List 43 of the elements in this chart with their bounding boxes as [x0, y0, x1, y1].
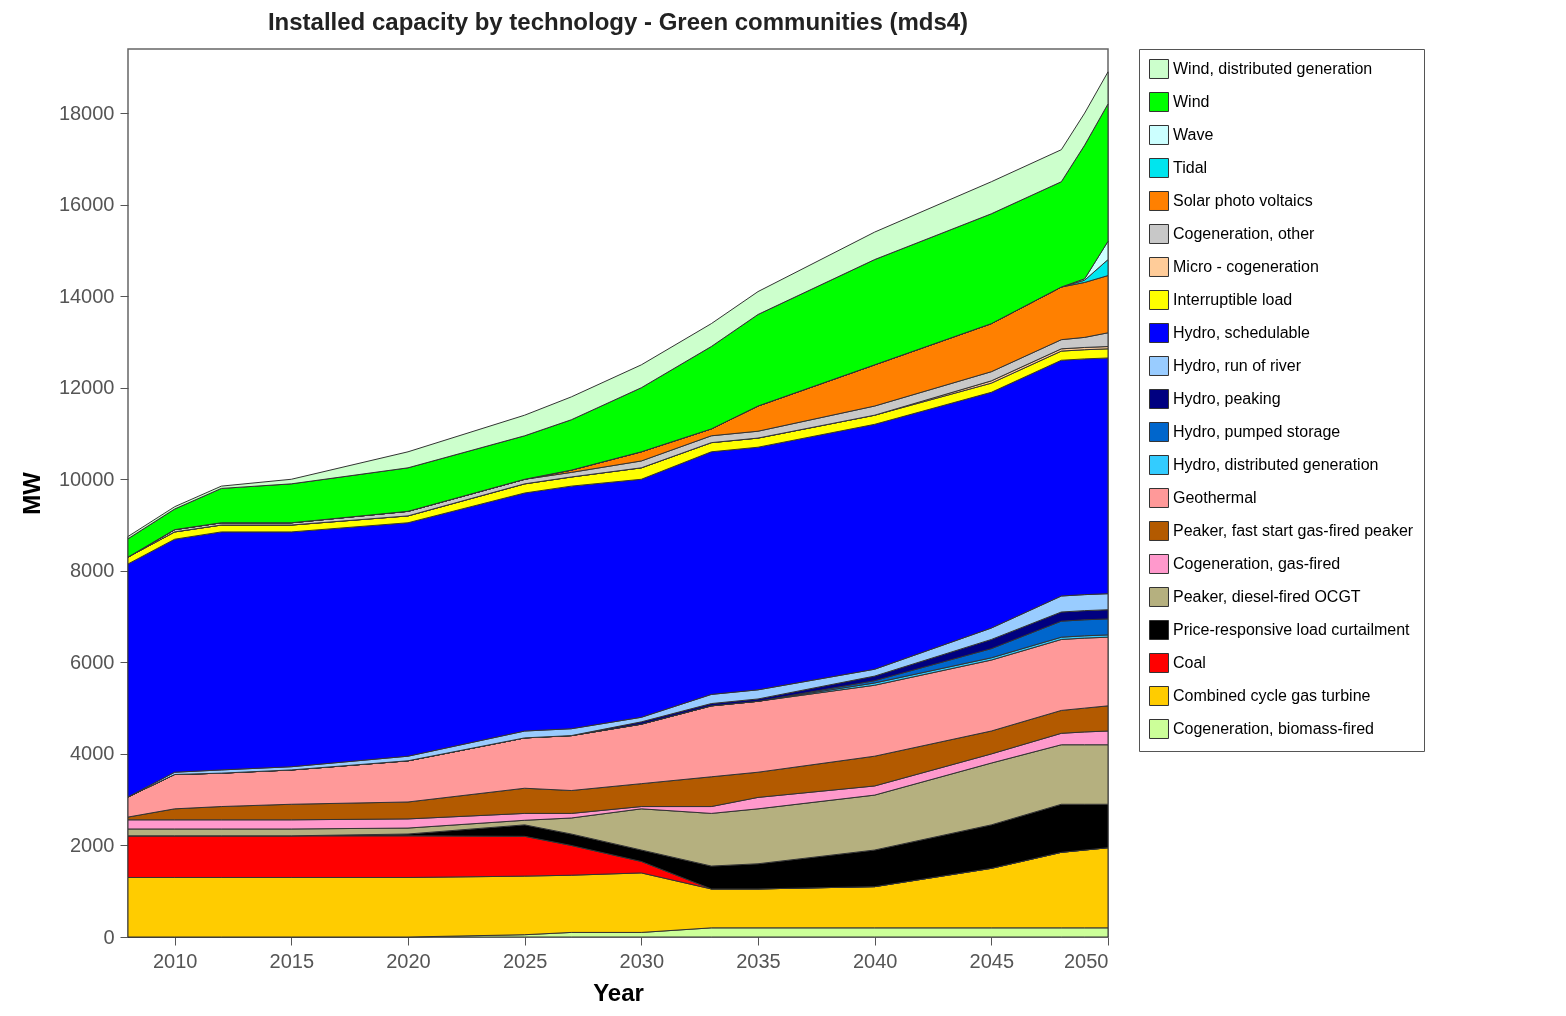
x-tick-label: 2020 [386, 949, 431, 972]
legend-label: Interruptible load [1173, 291, 1293, 308]
y-tick-label: 8000 [70, 559, 115, 582]
legend-label: Cogeneration, other [1173, 225, 1316, 242]
legend-label: Solar photo voltaics [1173, 192, 1313, 209]
legend-label: Hydro, peaking [1173, 390, 1281, 407]
legend-label: Hydro, distributed generation [1173, 456, 1379, 473]
y-tick-label: 0 [103, 925, 115, 948]
legend-label: Wind [1173, 93, 1210, 110]
legend-label: Hydro, pumped storage [1173, 423, 1341, 440]
y-tick-label: 4000 [70, 742, 115, 765]
y-tick-label: 18000 [58, 101, 115, 124]
legend-label: Cogeneration, gas-fired [1173, 555, 1341, 572]
x-tick-label: 2035 [736, 949, 781, 972]
y-tick-label: 2000 [70, 833, 115, 856]
legend-label: Hydro, run of river [1173, 357, 1302, 374]
x-tick-label: 2040 [852, 949, 898, 972]
x-tick-label: 2015 [269, 949, 315, 972]
x-tick-label: 2025 [502, 949, 548, 972]
y-tick-label: 10000 [58, 467, 115, 490]
x-tick-label: 2010 [152, 949, 198, 972]
y-axis-title: MW [17, 471, 45, 515]
legend-label: Combined cycle gas turbine [1173, 687, 1371, 704]
legend-label: Cogeneration, biomass-fired [1173, 720, 1374, 737]
legend-label: Peaker, diesel-fired OCGT [1173, 588, 1361, 605]
x-tick-label: 2030 [619, 949, 665, 972]
legend-label: Hydro, schedulable [1173, 324, 1311, 341]
y-tick-label: 16000 [58, 193, 115, 216]
legend-label: Wave [1173, 126, 1214, 143]
y-tick-label: 12000 [58, 376, 115, 399]
y-tick-label: 14000 [58, 284, 115, 307]
y-tick-label: 6000 [70, 650, 115, 673]
legend-label: Peaker, fast start gas-fired peaker [1173, 522, 1414, 539]
chart-title: Installed capacity by technology - Green communities (mds4) [267, 7, 969, 35]
legend-label: Geothermal [1173, 489, 1257, 506]
x-axis-title: Year [593, 978, 644, 1006]
x-tick-label: 2050 [1064, 949, 1109, 972]
legend-label: Price-responsive load curtailment [1173, 621, 1411, 638]
legend-label: Micro - cogeneration [1173, 258, 1319, 275]
legend-label: Tidal [1173, 159, 1208, 176]
x-tick-label: 2045 [969, 949, 1015, 972]
legend-label: Coal [1173, 654, 1206, 671]
legend-label: Wind, distributed generation [1173, 60, 1373, 77]
